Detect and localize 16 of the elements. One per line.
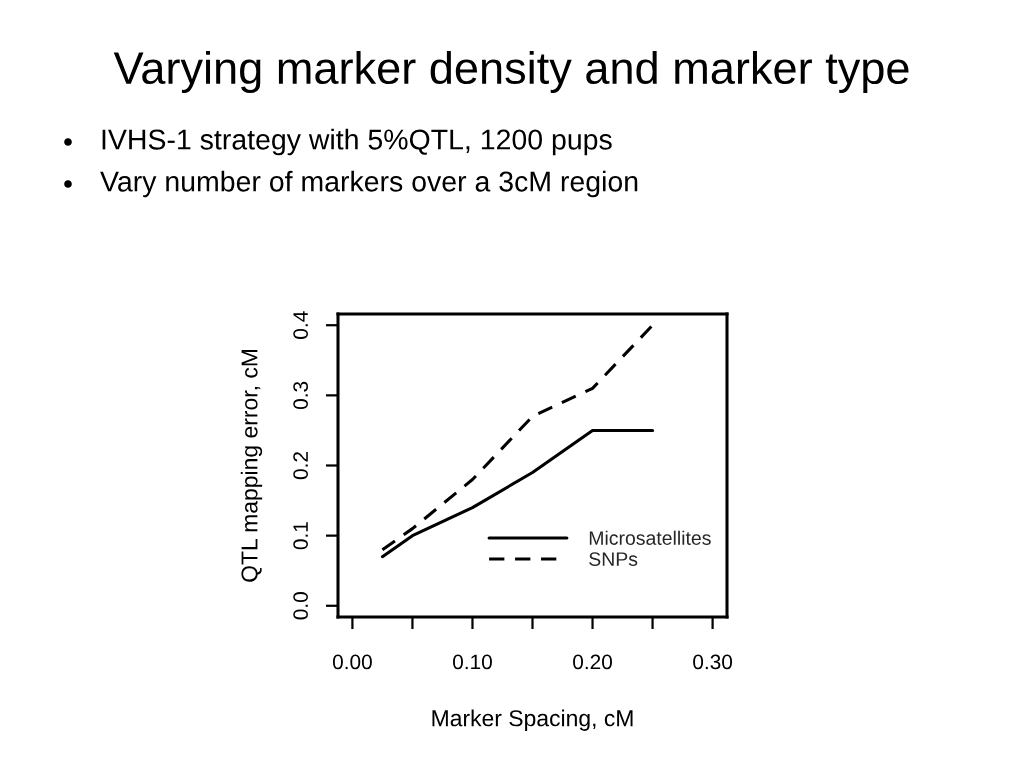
y-tick-label: 0.3 bbox=[293, 381, 308, 410]
legend-label: SNPs bbox=[589, 552, 638, 566]
chart-title: Varying marker density and marker type bbox=[113, 50, 909, 94]
x-tick-label: 0.20 bbox=[573, 654, 612, 670]
x-tick-label: 0.10 bbox=[453, 654, 492, 670]
text: Vary number of markers over a 3cM region bbox=[100, 170, 638, 198]
y-tick-label: 0.0 bbox=[293, 592, 308, 620]
x-axis-title: Marker Spacing, cM bbox=[432, 709, 633, 731]
x-tick-label: 0.30 bbox=[693, 654, 733, 670]
y-axis-title: QTL mapping error, cM bbox=[240, 349, 263, 582]
y-tick-label: 0.4 bbox=[293, 311, 308, 339]
text: IVHS-1 strategy with 5%QTL, 1200 pups bbox=[102, 128, 612, 156]
legend-label: Microsatellites bbox=[589, 530, 711, 545]
y-tick-label: 0.2 bbox=[293, 452, 308, 480]
y-tick-label: 0.1 bbox=[293, 522, 308, 550]
x-tick-label: 0.00 bbox=[332, 654, 372, 670]
